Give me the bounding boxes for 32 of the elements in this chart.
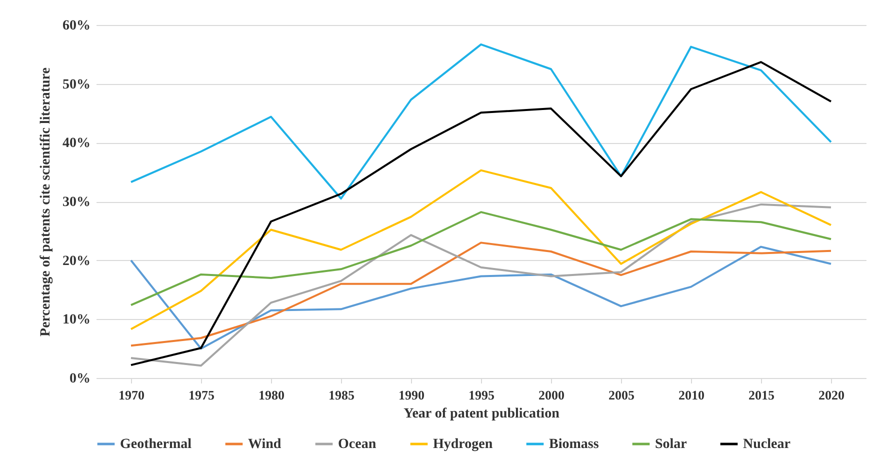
x-tick-label: 2015 xyxy=(748,388,775,402)
x-tick-label: 1970 xyxy=(118,388,144,402)
y-tick-label: 60% xyxy=(62,18,90,34)
x-tick-label: 1995 xyxy=(468,388,495,402)
legend-label: Nuclear xyxy=(743,437,790,452)
y-tick-label: 40% xyxy=(62,136,90,152)
x-axis-title: Year of patent publication xyxy=(404,406,560,422)
y-tick-label: 50% xyxy=(62,77,90,92)
y-tick-label: 30% xyxy=(62,195,90,210)
legend-label: Solar xyxy=(655,437,687,452)
y-axis-title: Percentage of patents cite scientific literature xyxy=(38,68,54,336)
line-series xyxy=(130,203,832,367)
legend-label: Wind xyxy=(248,437,282,452)
x-tick-label: 2000 xyxy=(538,388,564,402)
legend-label: Geothermal xyxy=(120,437,192,452)
y-tick-label: 0% xyxy=(70,372,90,386)
y-tick-label: 20% xyxy=(62,254,90,269)
x-tick-label: 1980 xyxy=(258,388,284,402)
line-series xyxy=(130,61,832,366)
legend-label: Biomass xyxy=(549,437,600,452)
x-tick-label: 2020 xyxy=(818,388,844,402)
line-series xyxy=(130,169,832,330)
y-tick-label: 10% xyxy=(62,312,90,328)
x-tick-label: 2005 xyxy=(608,388,635,402)
x-tick-label: 2010 xyxy=(678,388,704,402)
x-tick-label: 1990 xyxy=(398,388,424,402)
legend-label: Hydrogen xyxy=(433,437,493,452)
line-series xyxy=(130,43,832,200)
x-tick-label: 1985 xyxy=(328,388,355,402)
line-series xyxy=(130,211,832,306)
x-tick-label: 1975 xyxy=(188,388,215,402)
legend-label: Ocean xyxy=(338,437,376,452)
